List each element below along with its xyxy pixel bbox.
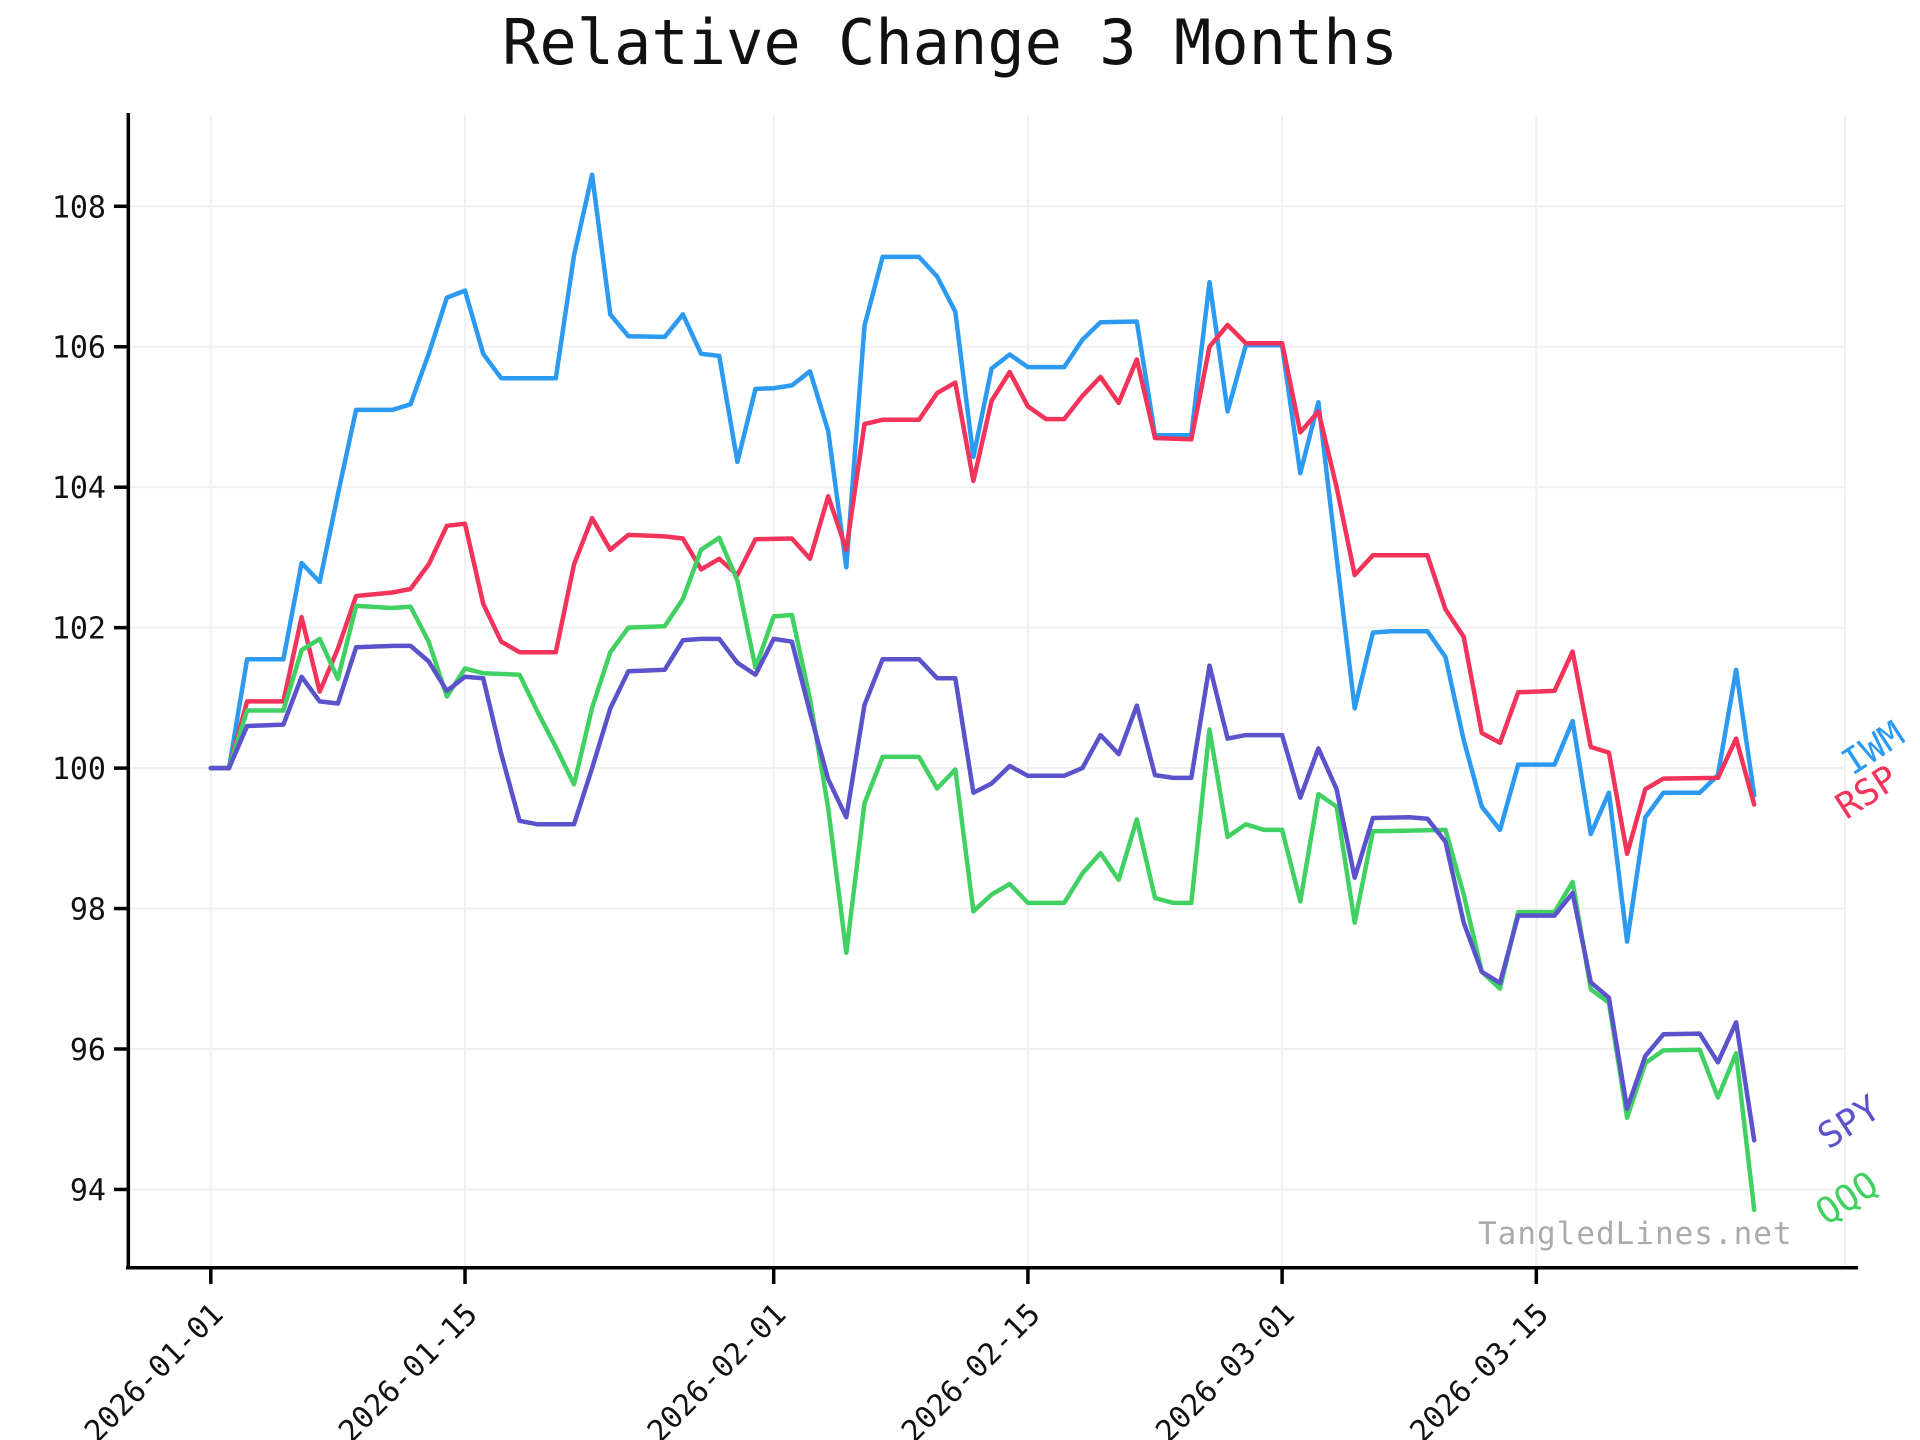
x-tick-label: 2026-03-15 [1404, 1297, 1556, 1440]
x-tick-label: 2026-02-01 [641, 1297, 793, 1440]
x-tick-label: 2026-01-01 [78, 1297, 230, 1440]
y-tick-label: 98 [70, 893, 106, 928]
x-tick-label: 2026-03-01 [1149, 1297, 1301, 1440]
y-tick-label: 96 [70, 1033, 106, 1068]
series-line-rsp [208, 322, 1757, 857]
series-line-qqq [208, 535, 1757, 1213]
y-tick-label: 106 [52, 331, 106, 366]
y-tick-label: 100 [52, 752, 106, 787]
x-tick-label: 2026-01-15 [332, 1297, 484, 1440]
chart-title: Relative Change 3 Months [502, 6, 1398, 79]
series-line-spy [208, 636, 1757, 1143]
series-line-iwm [208, 172, 1757, 944]
y-tick-label: 102 [52, 612, 106, 647]
watermark: TangledLines.net [1478, 1216, 1793, 1252]
y-tick-label: 104 [52, 471, 106, 506]
y-tick-label: 108 [52, 190, 106, 225]
x-tick-label: 2026-02-15 [895, 1297, 1047, 1440]
y-tick-label: 94 [70, 1173, 106, 1208]
